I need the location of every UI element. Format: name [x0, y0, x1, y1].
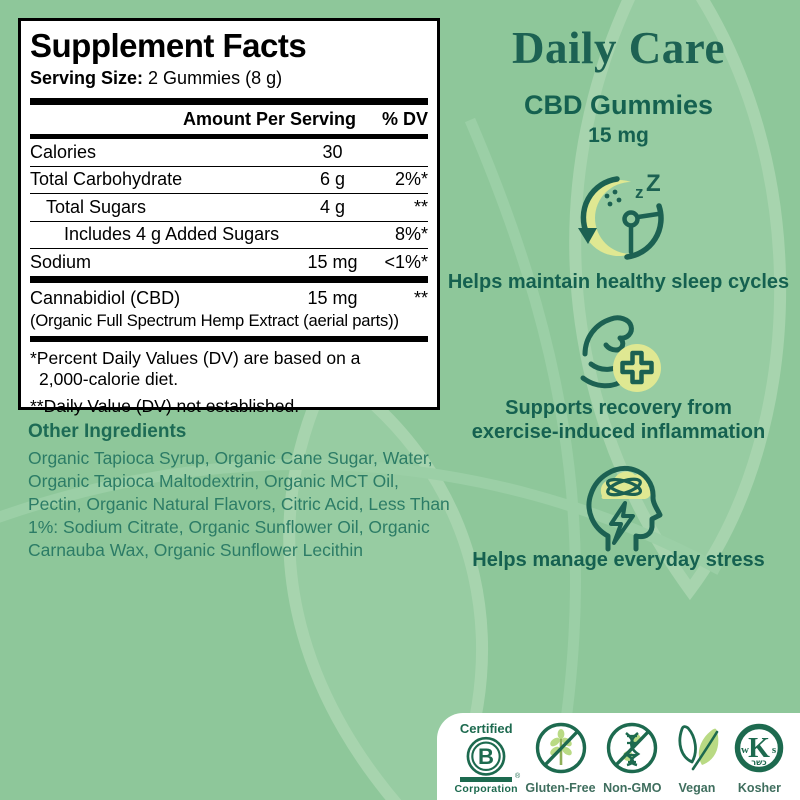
non-gmo-label: Non-GMO [603, 780, 662, 795]
row-name: Total Sugars [46, 196, 147, 217]
row-name: Calories [30, 141, 97, 162]
kosher-icon: K w s כשר [735, 723, 784, 772]
divider-thick [30, 276, 428, 283]
percent-dv-header: % DV [381, 109, 428, 129]
facts-row-calories: Calories 30 [30, 139, 428, 167]
brand-name: Daily Care [512, 23, 725, 73]
kosher-hebrew-text: כשר [752, 758, 768, 767]
row-name: Total Carbohydrate [30, 169, 183, 190]
facts-row-total-carbohydrate: Total Carbohydrate 6 g 2%* [30, 167, 428, 194]
row-dv: ** [413, 287, 428, 308]
divider-thick [30, 335, 428, 342]
supplement-facts-title: Supplement Facts [30, 27, 307, 64]
kosher-badge: K w s כשר Kosher [732, 721, 786, 795]
sleep-moon-clock-icon: z Z [437, 166, 800, 266]
facts-row-added-sugars: Includes 4 g Added Sugars 8%* [30, 222, 428, 249]
stress-head-bolt-icon [437, 456, 800, 552]
cannabidiol-source-subtext: (Organic Full Spectrum Hemp Extract (aer… [30, 310, 399, 330]
gluten-free-badge: Gluten-Free [525, 721, 596, 795]
product-strength: 15 mg [588, 124, 649, 147]
supplement-facts-panel: Supplement Facts Serving Size: 2 Gummies… [18, 18, 440, 416]
row-dv: 8%* [394, 224, 428, 245]
row-amount: 6 g [319, 169, 346, 190]
facts-header-row: Amount Per Serving % DV [30, 105, 428, 134]
bcorp-corporation-label: Corporation [454, 782, 518, 795]
divider-mid [30, 134, 428, 139]
vegan-icon [678, 724, 719, 770]
gluten-free-label: Gluten-Free [525, 780, 596, 795]
serving-size-value: 2 Gummies (8 g) [143, 68, 283, 88]
bcorp-letter: B [478, 744, 494, 769]
row-dv: 2%* [394, 169, 428, 190]
row-amount: 15 mg [307, 251, 358, 272]
row-name: Includes 4 g Added Sugars [64, 224, 280, 245]
serving-size-line: Serving Size: 2 Gummies (8 g) [30, 68, 428, 89]
kosher-label: Kosher [737, 780, 781, 795]
vegan-label: Vegan [678, 780, 716, 795]
bcorp-underline: ® [460, 773, 520, 782]
certifications-panel: Certified B ® Corporation Gluten-Free [437, 713, 800, 800]
row-amount: 15 mg [307, 287, 358, 308]
kosher-letter-w: w [741, 744, 749, 756]
product-name: CBD Gummies [523, 90, 714, 120]
row-dv: ** [413, 196, 428, 217]
benefit-stress-text: Helps manage everyday stress [472, 549, 765, 571]
footnote-dv-not-established: **Daily Value (DV) not established. [30, 395, 300, 416]
row-amount: 30 [322, 141, 343, 162]
row-name: Cannabidiol (CBD) [30, 287, 181, 308]
sleep-z-large: Z [646, 170, 661, 197]
non-gmo-icon [607, 722, 658, 773]
sleep-z-small: z [635, 183, 644, 202]
muscle-recovery-cross-icon [437, 308, 800, 400]
benefit-sleep-text: Helps maintain healthy sleep cycles [447, 271, 790, 293]
kosher-letter-s: s [772, 744, 777, 756]
facts-row-cannabidiol: Cannabidiol (CBD) 15 mg ** [30, 286, 428, 311]
b-corporation-badge: Certified B ® Corporation [454, 720, 521, 795]
other-ingredients-text: Organic Tapioca Syrup, Organic Cane Suga… [28, 448, 450, 560]
other-ingredients-title: Other Ingredients [28, 421, 187, 442]
footnote-daily-values: *Percent Daily Values (DV) are based on … [30, 347, 361, 389]
kosher-letter-k: K [749, 733, 771, 764]
b-corporation-icon: B [466, 736, 506, 776]
non-gmo-badge: Non-GMO [603, 721, 661, 795]
row-name: Sodium [30, 251, 92, 272]
row-amount: 4 g [319, 196, 346, 217]
facts-row-sodium: Sodium 15 mg <1%* [30, 249, 428, 277]
divider-thick [30, 98, 428, 105]
row-dv: <1%* [384, 251, 428, 272]
bcorp-certified-label: Certified [459, 720, 513, 736]
serving-size-label: Serving Size: [30, 68, 144, 88]
vegan-badge: Vegan [669, 721, 725, 795]
facts-row-total-sugars: Total Sugars 4 g ** [30, 194, 428, 222]
other-ingredients-section: Other Ingredients Organic Tapioca Syrup,… [28, 421, 452, 562]
gluten-free-icon [535, 722, 586, 773]
benefit-recovery-text: Supports recovery from exercise-induced … [471, 397, 766, 443]
amount-per-serving-header: Amount Per Serving [182, 109, 356, 129]
